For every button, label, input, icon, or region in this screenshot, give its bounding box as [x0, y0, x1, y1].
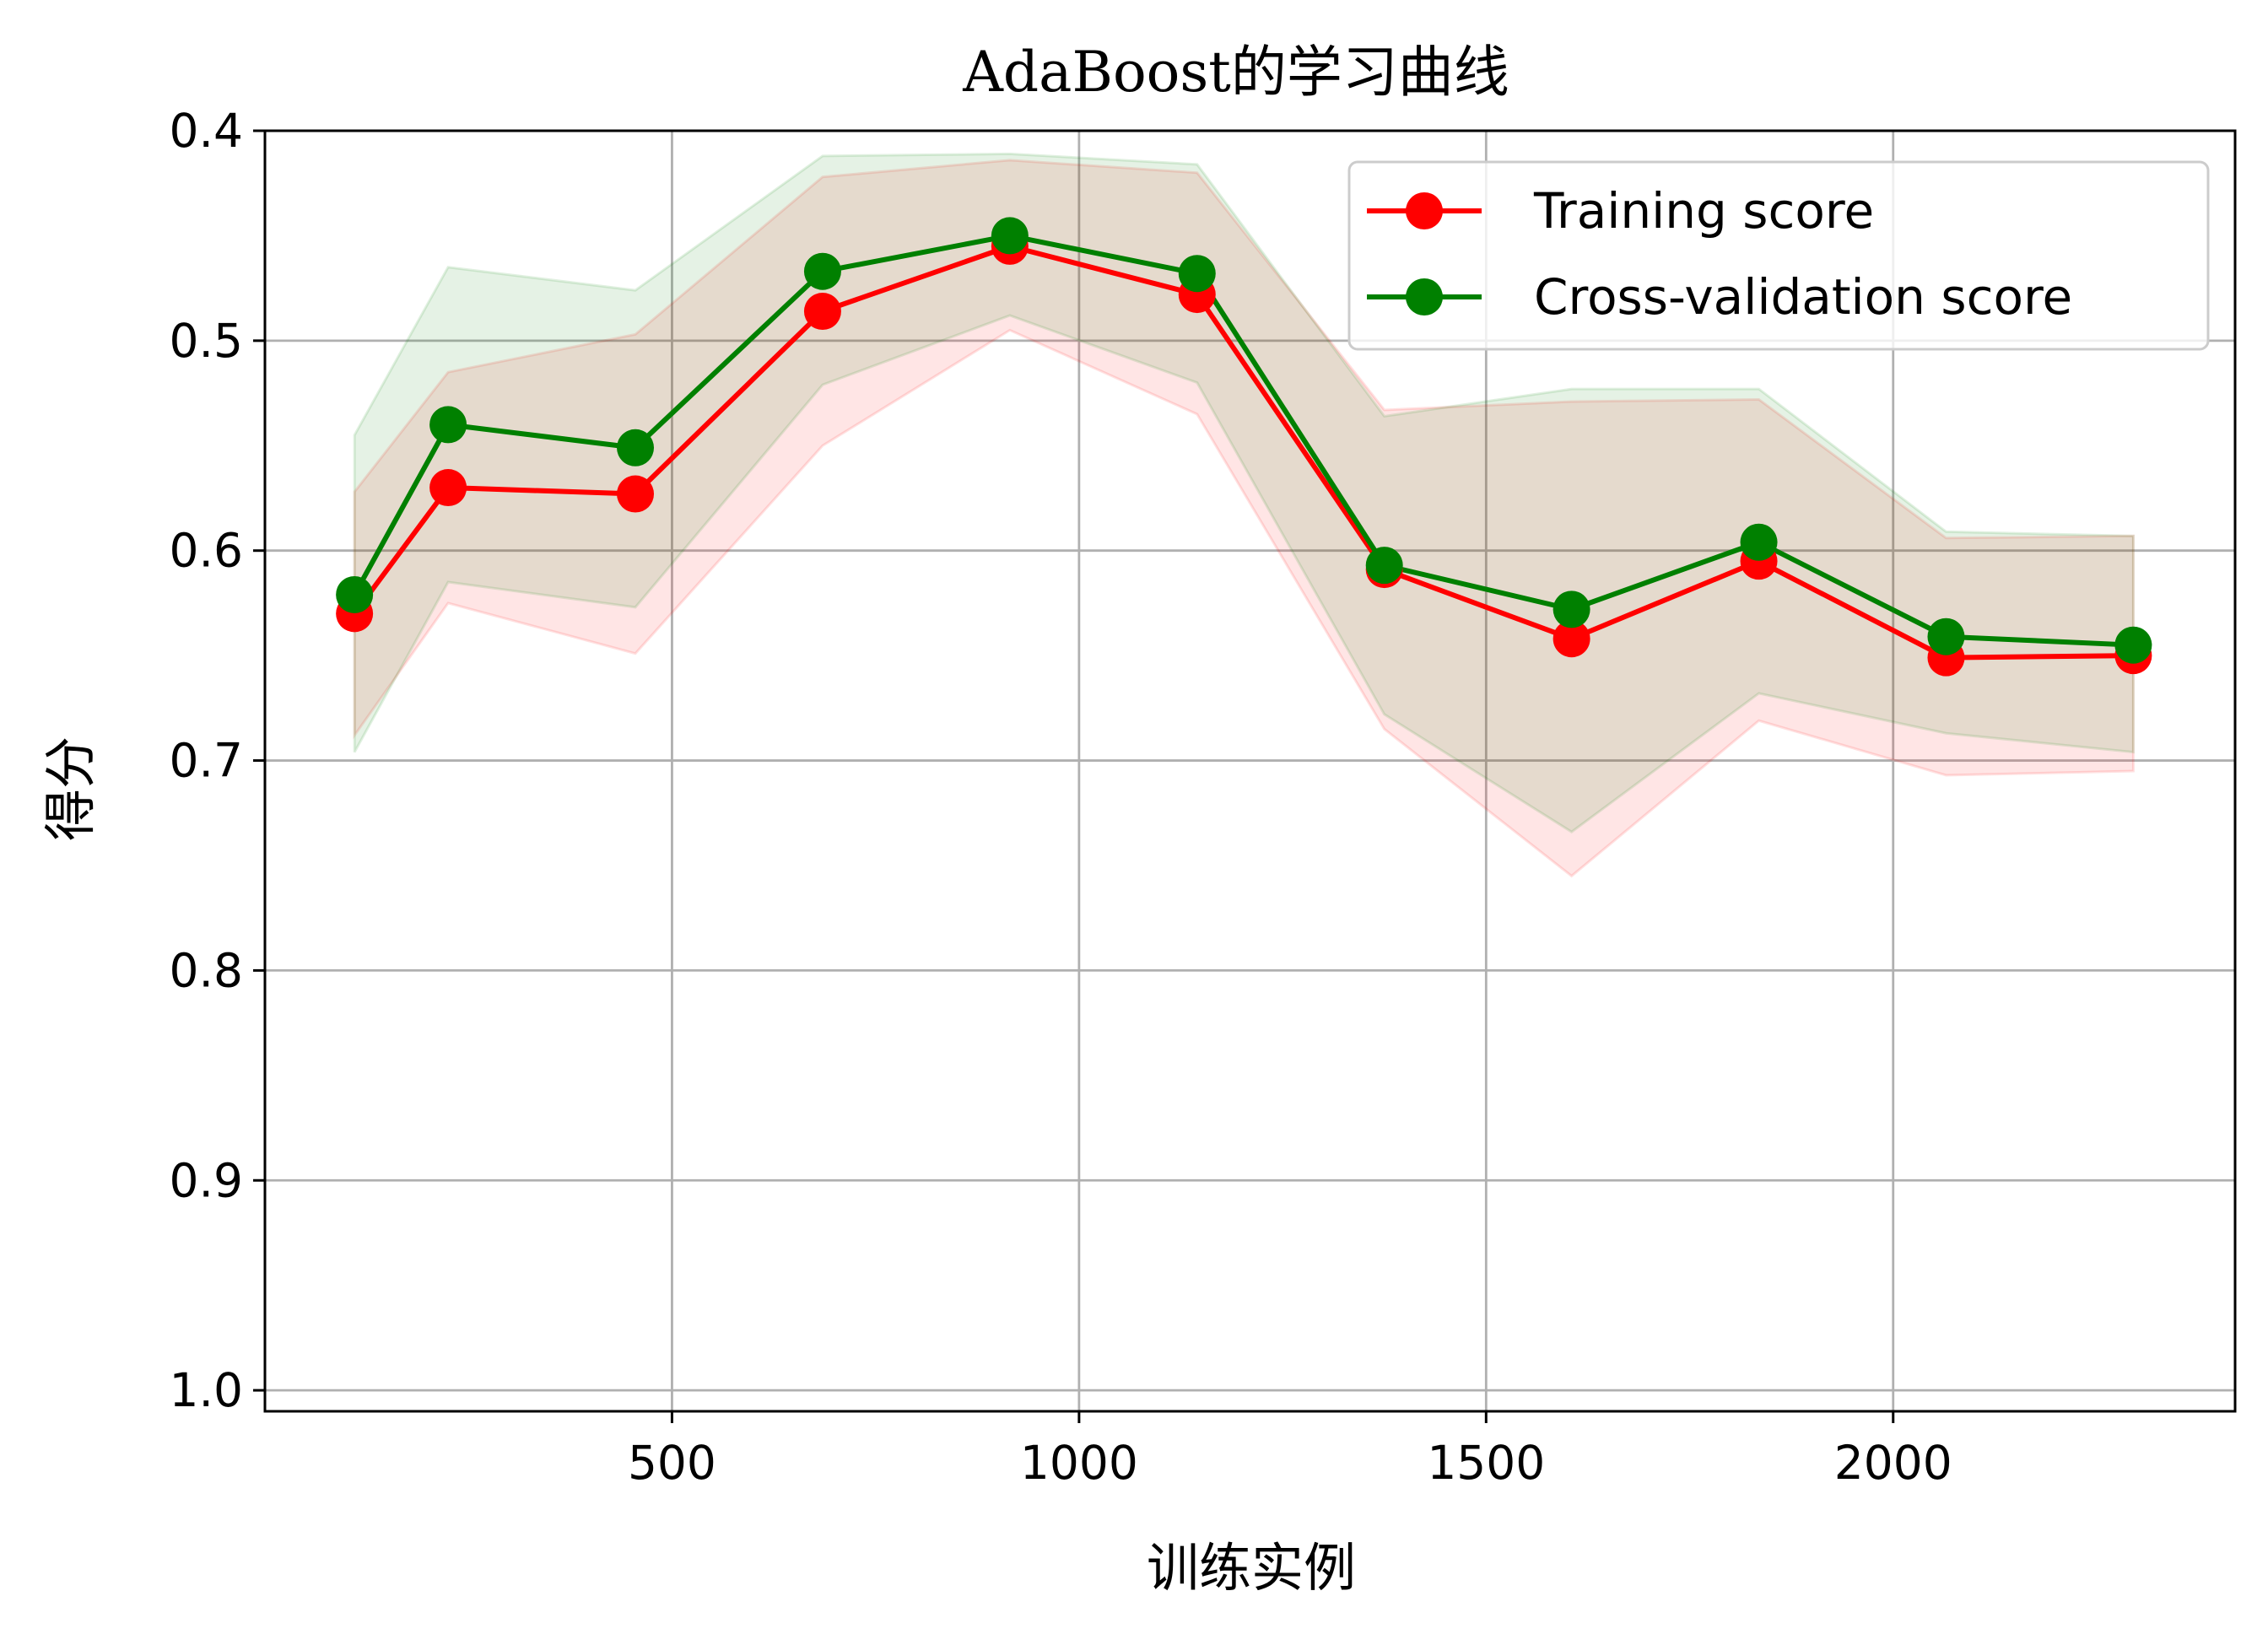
legend-swatch-marker [1406, 278, 1443, 315]
series-1-point [2114, 626, 2152, 664]
series-1-point [617, 429, 655, 466]
series-0-point [617, 475, 655, 513]
y-tick-label: 0.9 [170, 1153, 243, 1207]
series-1-point [1178, 255, 1216, 293]
series-1-point [1927, 617, 1965, 655]
x-tick-label: 500 [628, 1436, 716, 1490]
legend: Training score Cross-validation score [1347, 160, 2210, 351]
series-1-point [803, 252, 841, 290]
y-tick-label: 0.6 [170, 524, 243, 578]
y-tick-label: 0.8 [170, 943, 243, 997]
bands [353, 152, 2135, 878]
series-1-point [1740, 523, 1778, 561]
series-1-band [353, 152, 2135, 833]
y-tick-label: 0.4 [170, 104, 243, 158]
plot-frame [263, 129, 2237, 1413]
series-0-point [803, 293, 841, 331]
y-tick-label: 1.0 [170, 1363, 243, 1417]
y-axis: 0.4 0.5 0.6 0.7 0.8 0.9 1.0 [170, 104, 265, 1417]
series-1-point [1365, 547, 1403, 585]
series-1-point [1552, 591, 1590, 628]
series-0-band [353, 159, 2135, 878]
y-axis-label: 得分 [40, 736, 101, 841]
y-tick-label: 0.7 [170, 734, 243, 788]
x-axis-label: 训练实例 [1147, 1537, 1356, 1599]
x-tick-label: 1500 [1427, 1436, 1545, 1490]
legend-label: Cross-validation score [1534, 268, 2072, 326]
series-1-point [991, 217, 1029, 255]
x-tick-label: 1000 [1020, 1436, 1138, 1490]
series-1-point [336, 575, 374, 613]
x-axis: 500 1000 1500 2000 [628, 1411, 1952, 1490]
series-0-point [1552, 620, 1590, 658]
series-1-point [429, 406, 467, 444]
x-tick-label: 2000 [1834, 1436, 1952, 1490]
series-0-point [429, 469, 467, 507]
y-tick-label: 0.5 [170, 314, 243, 368]
legend-swatch-marker [1406, 192, 1443, 229]
legend-box [1347, 160, 2210, 351]
points [336, 217, 2152, 677]
legend-label: Training score [1533, 182, 1874, 240]
chart-title: AdaBoost的学习曲线 [962, 40, 1509, 105]
